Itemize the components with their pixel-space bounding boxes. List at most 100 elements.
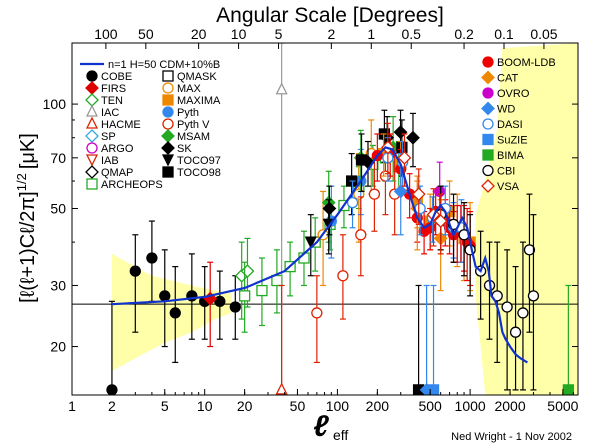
data-point-cobe-4 xyxy=(169,307,181,319)
legend-marker-pyth-v xyxy=(162,118,174,130)
legend-marker-iac xyxy=(85,104,99,117)
x-axis-label: ℓ eff xyxy=(313,410,348,443)
legend-label-qmask: QMASK xyxy=(177,71,217,83)
legend-label-hacme: HACME xyxy=(101,119,141,131)
x-tick-label-5000: 5000 xyxy=(547,398,578,414)
legend-label-boom-ldb: BOOM-LDB xyxy=(497,57,556,69)
legend-label-wd: WD xyxy=(497,104,515,116)
legend-label-cbi: CBI xyxy=(497,166,515,178)
data-point-cobe-7 xyxy=(214,295,226,307)
data-point-pyth-v-0 xyxy=(311,307,323,319)
legend-marker-hacme xyxy=(85,116,99,129)
x-tick-label-1: 1 xyxy=(68,398,76,414)
y-tick-label-20: 20 xyxy=(50,339,66,355)
legend-label-vsa: VSA xyxy=(497,181,520,193)
data-point-toco97-0 xyxy=(304,236,317,249)
data-point-dasi-0 xyxy=(346,196,359,209)
legend-marker-maxima xyxy=(162,94,174,106)
top-tick-label-0.1: 0.1 xyxy=(494,26,514,42)
chart-title: Angular Scale [Degrees] xyxy=(216,4,444,27)
x-tick-label-1000: 1000 xyxy=(455,398,486,414)
legend-label-max: MAX xyxy=(177,83,202,95)
legend-marker-suzie xyxy=(482,133,494,146)
y-tick-label-50: 50 xyxy=(50,201,66,217)
data-point-pyth-v-3 xyxy=(368,188,381,200)
legend-label-toco97: TOCO97 xyxy=(177,155,221,167)
data-point-cbi-11 xyxy=(527,290,540,302)
credit-text: Ned Wright - 1 Nov 2002 xyxy=(451,431,572,443)
y-axis-label-main: [ℓ(ℓ+1)Cℓ/2π] xyxy=(17,191,39,303)
top-tick-label-1: 1 xyxy=(367,26,375,42)
data-point-pyth-v-1 xyxy=(337,270,349,282)
data-point-sk-0 xyxy=(322,201,337,216)
x-tick-label-200: 200 xyxy=(366,398,390,414)
data-point-dasi-3 xyxy=(414,202,426,215)
legend-marker-cobe xyxy=(86,70,98,82)
data-point-bima-0 xyxy=(562,384,575,395)
legend-label-ovro: OVRO xyxy=(497,88,530,100)
legend-label-archeops: ARCHEOPS xyxy=(101,179,163,191)
data-point-toco98-1 xyxy=(355,154,368,166)
x-tick-label-2000: 2000 xyxy=(494,398,525,414)
y-tick-label-30: 30 xyxy=(50,277,66,293)
data-point-cobe-3 xyxy=(159,290,171,302)
top-tick-label-0.2: 0.2 xyxy=(454,26,474,42)
legend-label-bima: BIMA xyxy=(497,150,525,162)
x-tick-label-5: 5 xyxy=(161,398,169,414)
legend-label-cat: CAT xyxy=(497,73,518,85)
model-curve-line xyxy=(111,146,528,364)
x-axis-label-subscript: eff xyxy=(333,427,348,443)
y-tick-label-100: 100 xyxy=(43,96,67,112)
data-point-archeops-1 xyxy=(256,284,268,297)
data-point-ovro-0 xyxy=(434,185,446,198)
legend-label-sk: SK xyxy=(177,143,192,155)
x-tick-label-20: 20 xyxy=(237,398,253,414)
data-point-cobe-8 xyxy=(229,301,241,313)
axes: 1 2 5 10 20 50 100 200 500 1000 2000 50002030507010… xyxy=(43,26,579,414)
legend-marker-dasi xyxy=(482,118,494,130)
top-tick-label-10: 10 xyxy=(231,26,247,42)
y-axis-label: [ℓ(ℓ+1)Cℓ/2π]1/2 [μK] xyxy=(14,133,39,303)
legend-marker-max xyxy=(162,82,174,94)
legend-label-msam: MSAM xyxy=(177,131,210,143)
legend-label-qmap: QMAP xyxy=(101,167,133,179)
legend-label-ten: TEN xyxy=(101,95,123,107)
legend-marker-iab xyxy=(85,154,99,167)
data-point-sk-4 xyxy=(406,130,420,145)
data-point-cobe-1 xyxy=(129,265,141,277)
legend-label-firs: FIRS xyxy=(101,83,126,95)
legend-label-toco98: TOCO98 xyxy=(177,167,221,179)
legend-marker-qmask xyxy=(162,70,174,82)
y-axis-label-unit: [μK] xyxy=(17,133,39,169)
y-axis-label-exponent: 1/2 xyxy=(14,173,29,191)
legend-label-pyth: Pyth xyxy=(177,107,199,119)
legend-marker-archeops xyxy=(86,178,98,190)
x-tick-label-100: 100 xyxy=(326,398,350,414)
data-point-wd-0 xyxy=(393,184,408,199)
top-tick-label-5: 5 xyxy=(275,26,283,42)
legend-label-iac: IAC xyxy=(101,107,119,119)
data-point-vsa-2 xyxy=(411,187,426,202)
top-tick-label-0.05: 0.05 xyxy=(530,26,557,42)
yellow-band-high-l xyxy=(475,43,578,395)
legend-marker-pyth xyxy=(162,106,174,118)
model-curve xyxy=(111,146,528,364)
data-point-toco98-3 xyxy=(396,141,408,154)
legend-label-sp: SP xyxy=(101,131,116,143)
legend-model-label: n=1 H=50 CDM+10%B xyxy=(108,59,220,71)
data-point-pyth-v-2 xyxy=(355,229,367,241)
top-tick-label-100: 100 xyxy=(94,26,118,42)
y-tick-label-70: 70 xyxy=(50,150,66,166)
legend-marker-toco98 xyxy=(162,166,174,178)
data-point-vsa-4 xyxy=(433,214,448,228)
legend-marker-bima xyxy=(482,149,494,161)
legends: n=1 H=50 CDM+10%BCOBEFIRSTENIACHACMESPAR… xyxy=(80,56,556,193)
top-tick-label-20: 20 xyxy=(191,26,207,42)
legend-marker-ovro xyxy=(482,87,494,99)
legend-label-iab: IAB xyxy=(101,155,119,167)
legend-label-cobe: COBE xyxy=(101,71,132,83)
data-point-cbi-8 xyxy=(509,326,522,338)
legend-marker-vsa xyxy=(481,179,495,193)
legend-label-argo: ARGO xyxy=(101,143,134,155)
